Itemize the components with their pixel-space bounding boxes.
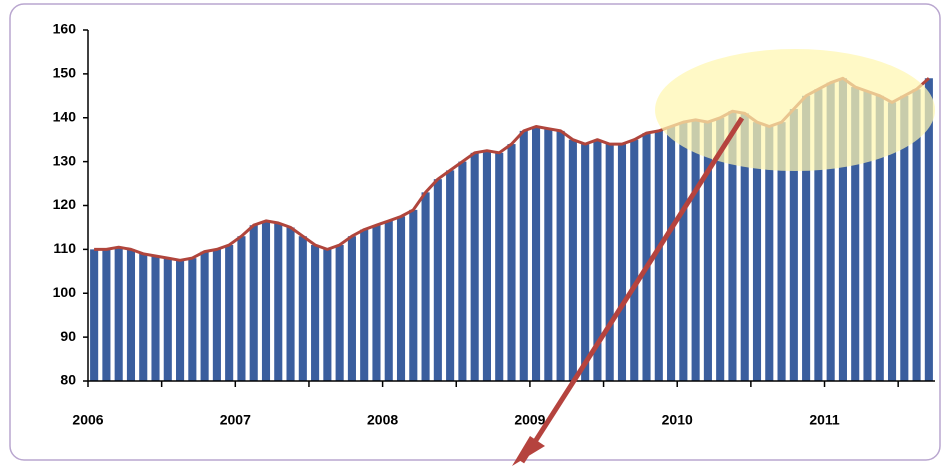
bar xyxy=(482,150,492,381)
bar xyxy=(188,258,197,381)
bar xyxy=(728,111,737,381)
bar xyxy=(163,258,172,381)
x-tick-label: 2006 xyxy=(72,412,103,428)
bar xyxy=(384,220,393,381)
bar xyxy=(298,236,307,381)
bar xyxy=(311,244,320,381)
bar xyxy=(433,179,442,381)
y-tick-label: 110 xyxy=(53,240,76,256)
bar xyxy=(274,223,283,381)
bar xyxy=(642,133,651,381)
bar xyxy=(703,122,712,381)
bar xyxy=(90,249,99,381)
bar xyxy=(470,152,479,381)
bar xyxy=(114,247,123,381)
bar xyxy=(495,152,504,381)
y-tick-label: 80 xyxy=(60,372,76,388)
bar xyxy=(237,236,246,381)
y-tick-label: 140 xyxy=(53,108,77,124)
bar xyxy=(838,78,847,381)
bar xyxy=(225,244,234,381)
y-tick-label: 160 xyxy=(53,21,77,37)
bar xyxy=(863,91,872,382)
bar xyxy=(139,253,148,381)
bar xyxy=(789,108,798,381)
bar xyxy=(102,249,111,381)
bar xyxy=(531,126,541,382)
bar xyxy=(421,192,430,381)
bar xyxy=(544,128,553,381)
bar xyxy=(924,78,933,381)
bar xyxy=(667,126,676,382)
bar xyxy=(802,95,811,381)
bar xyxy=(556,130,565,381)
bar xyxy=(396,216,406,381)
bar xyxy=(446,170,455,381)
bar xyxy=(286,227,295,381)
arrow-line xyxy=(519,116,745,464)
bar xyxy=(875,95,884,381)
x-tick-label: 2011 xyxy=(809,412,840,428)
bar xyxy=(593,139,602,381)
bar xyxy=(568,139,577,381)
bar xyxy=(458,161,467,381)
bar xyxy=(249,225,258,381)
bar xyxy=(605,144,614,381)
bar xyxy=(347,236,356,381)
y-tick-label: 90 xyxy=(60,328,76,344)
bar xyxy=(151,255,160,381)
bar xyxy=(814,89,823,381)
bar xyxy=(519,130,528,381)
bar xyxy=(851,87,860,381)
bar xyxy=(212,249,221,381)
arrow-head xyxy=(512,436,545,466)
bar xyxy=(200,251,209,381)
bar xyxy=(654,130,663,381)
y-tick-label: 120 xyxy=(53,196,77,212)
bar xyxy=(335,244,344,381)
x-tick-label: 2009 xyxy=(514,412,545,428)
bar xyxy=(630,139,639,381)
y-tick-label: 150 xyxy=(53,65,77,81)
bar xyxy=(691,119,700,381)
x-tick-label: 2008 xyxy=(367,412,398,428)
bar xyxy=(740,113,749,382)
bar xyxy=(581,144,590,381)
bar xyxy=(826,82,835,382)
bar xyxy=(679,122,688,381)
bar xyxy=(617,144,627,381)
bar xyxy=(765,126,774,382)
bar xyxy=(261,220,271,381)
y-tick-label: 130 xyxy=(53,152,77,168)
bar xyxy=(752,122,762,381)
bar xyxy=(777,122,786,381)
bar xyxy=(900,95,909,381)
bar xyxy=(176,260,185,381)
bar xyxy=(360,229,369,381)
bar xyxy=(887,102,897,382)
x-tick-label: 2007 xyxy=(220,412,251,428)
x-tick-label: 2010 xyxy=(662,412,693,428)
bar xyxy=(912,89,921,381)
bar xyxy=(409,209,418,381)
bar xyxy=(372,225,381,381)
bar xyxy=(507,144,516,381)
bar xyxy=(126,249,136,381)
highlight-ellipse xyxy=(655,49,935,171)
bar xyxy=(323,249,332,381)
y-tick-label: 100 xyxy=(53,284,77,300)
bar xyxy=(716,117,725,381)
